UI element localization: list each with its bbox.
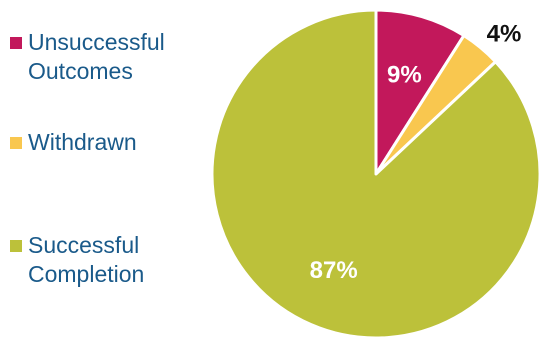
data-label-withdrawn: 4%: [487, 20, 522, 47]
legend-swatch-successful-completion: [10, 240, 22, 252]
legend-label-successful-completion: Successful Completion: [28, 232, 145, 287]
legend-swatch-withdrawn: [10, 137, 22, 149]
pie-slice-successful-completion: [210, 8, 539, 339]
legend-item-successful-completion: Successful Completion: [10, 231, 144, 289]
legend-swatch-unsuccessful-outcomes: [10, 37, 22, 49]
data-label-unsuccessful-outcomes: 9%: [387, 62, 422, 89]
pie-slice-unsuccessful-outcomes: [374, 8, 466, 176]
legend-item-unsuccessful-outcomes: Unsuccessful Outcomes: [10, 28, 165, 86]
legend-label-unsuccessful-outcomes: Unsuccessful Outcomes: [28, 29, 165, 84]
legend-item-withdrawn: Withdrawn: [10, 128, 137, 157]
data-label-successful-completion: 87%: [310, 257, 358, 284]
legend: Unsuccessful Outcomes Withdrawn Successf…: [0, 0, 215, 339]
legend-label-withdrawn: Withdrawn: [28, 129, 137, 155]
